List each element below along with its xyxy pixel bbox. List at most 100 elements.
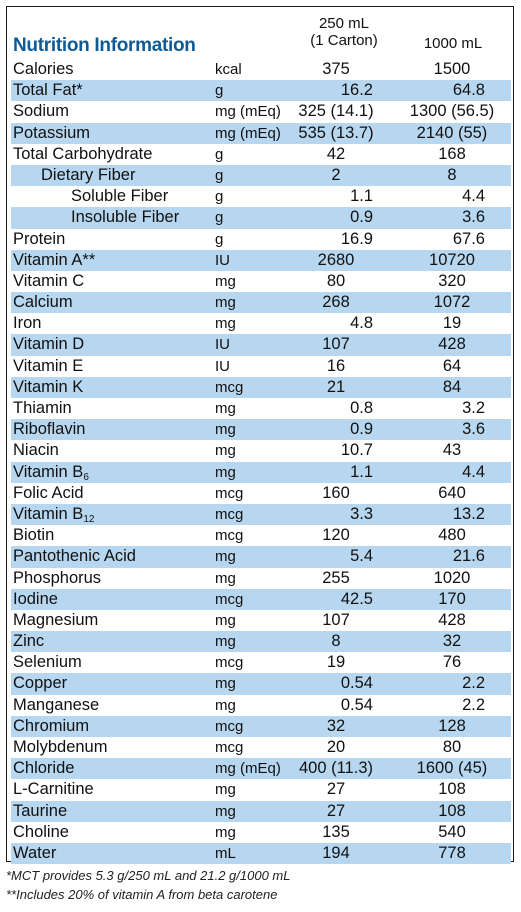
- nutrient-unit: mg: [215, 633, 236, 651]
- nutrient-name: Insoluble Fiber: [71, 207, 179, 228]
- nutrient-unit: mcg: [215, 739, 244, 756]
- value-per-liter: 2.2: [462, 674, 485, 693]
- table-row: Soluble Fiber g 1.1 4.4: [11, 186, 511, 207]
- table-row: Manganese mg 0.54 2.2: [11, 695, 511, 716]
- footnote-vitamin-a: **Includes 20% of vitamin A from beta ca…: [6, 887, 278, 902]
- table-row: Zinc mg 8 32: [11, 631, 511, 653]
- value-per-liter: 1500: [433, 60, 471, 78]
- nutrient-unit: g: [215, 82, 224, 100]
- nutrient-name-text: Calories: [13, 60, 74, 78]
- nutrient-name: Vitamin A**: [13, 250, 95, 271]
- value-per-liter: 168: [438, 144, 466, 163]
- nutrient-name-subscript: 6: [83, 471, 89, 483]
- nutrient-name: Sodium: [13, 101, 69, 122]
- nutrient-name: Vitamin E: [13, 356, 83, 377]
- value-per-carton: 535 (13.7): [298, 123, 374, 142]
- value-per-liter: 320: [438, 271, 466, 290]
- nutrient-unit: g: [215, 166, 224, 184]
- value-per-carton: 16.9: [340, 229, 373, 248]
- nutrient-name-text: Vitamin D: [13, 335, 85, 354]
- nutrient-unit: mg: [215, 802, 236, 820]
- value-per-carton: 10.7: [340, 441, 373, 460]
- value-per-liter: 428: [438, 610, 466, 629]
- nutrient-unit: mg: [215, 421, 236, 439]
- nutrient-unit: mcg: [215, 654, 244, 672]
- nutrient-name-text: Molybdenum: [13, 738, 108, 756]
- table-row: Phosphorus mg 255 1020: [11, 568, 511, 589]
- nutrient-unit: mcg: [215, 717, 244, 735]
- nutrient-unit: mg: [215, 400, 236, 417]
- nutrient-name-text: Chromium: [13, 716, 90, 735]
- nutrient-name-text: Vitamin C: [13, 271, 85, 290]
- table-row: Insoluble Fiber g 0.9 3.6: [11, 207, 511, 229]
- nutrient-name-text: Pantothenic Acid: [13, 547, 136, 566]
- nutrient-name: Choline: [13, 822, 69, 843]
- nutrient-name: Niacin: [13, 440, 59, 461]
- nutrient-name: Thiamin: [13, 398, 72, 419]
- nutrient-name: Dietary Fiber: [41, 165, 135, 186]
- nutrient-name: Selenium: [13, 652, 82, 673]
- nutrient-name-text: Choline: [13, 822, 69, 841]
- nutrient-name: Iron: [13, 313, 41, 334]
- table-row: Water mL 194 778: [11, 842, 511, 865]
- nutrient-unit: mg: [215, 315, 236, 333]
- value-per-liter: 480: [438, 526, 466, 545]
- table-row: L-Carnitine mg 27 108: [11, 779, 511, 800]
- value-per-liter: 67.6: [452, 229, 485, 248]
- value-per-liter: 128: [438, 716, 466, 735]
- value-per-carton: 268: [322, 293, 350, 312]
- value-per-carton: 32: [326, 716, 346, 735]
- footnotes: *MCT provides 5.3 g/250 mL and 21.2 g/10…: [6, 866, 291, 904]
- value-per-liter: 1300 (56.5): [409, 102, 495, 121]
- value-per-carton: 107: [322, 335, 350, 354]
- nutrient-name-text: Calcium: [13, 293, 73, 312]
- nutrient-name-text: Phosphorus: [13, 568, 102, 587]
- value-per-carton: 0.9: [350, 420, 373, 439]
- nutrient-name: Biotin: [13, 525, 54, 546]
- column-header-liter: 1000 mL: [423, 35, 483, 52]
- nutrient-name-text: Dietary Fiber: [41, 165, 136, 184]
- value-per-liter: 13.2: [452, 504, 485, 523]
- nutrient-name-text: Insoluble Fiber: [71, 208, 180, 227]
- value-per-carton: 20: [326, 738, 346, 756]
- value-per-carton: 16.2: [340, 81, 373, 100]
- value-per-carton: 2680: [317, 250, 355, 269]
- value-per-carton: 5.4: [350, 547, 373, 566]
- nutrient-name-text: Potassium: [13, 123, 91, 142]
- nutrient-name: Protein: [13, 229, 65, 250]
- nutrient-name: Folic Acid: [13, 483, 84, 504]
- nutrient-name: Riboflavin: [13, 419, 85, 440]
- value-per-carton: 255: [322, 568, 350, 587]
- value-per-carton: 1.1: [350, 187, 373, 206]
- value-per-liter: 540: [438, 822, 466, 841]
- table-row: Molybdenum mcg 20 80: [11, 737, 511, 758]
- value-per-carton: 0.54: [340, 695, 373, 714]
- table-row: Taurine mg 27 108: [11, 800, 511, 822]
- nutrient-name-text: Vitamin K: [13, 377, 84, 396]
- column-header-serving-note: (1 Carton): [310, 32, 378, 49]
- nutrient-unit: mg: [215, 294, 236, 312]
- nutrient-unit: mg: [215, 272, 236, 290]
- nutrient-unit: mg: [215, 696, 236, 714]
- nutrient-name-text: Sodium: [13, 102, 69, 121]
- value-per-liter: 2140 (55): [416, 123, 488, 142]
- nutrient-unit: mg: [215, 463, 236, 481]
- nutrient-name: L-Carnitine: [13, 779, 94, 800]
- nutrient-name: Zinc: [13, 631, 44, 652]
- value-per-liter: 10720: [429, 250, 475, 269]
- value-per-carton: 135: [322, 822, 350, 841]
- nutrient-name: Molybdenum: [13, 737, 107, 758]
- value-per-carton: 0.54: [340, 674, 373, 693]
- value-per-carton: 194: [322, 843, 350, 862]
- table-row: Iodine mcg 42.5 170: [11, 588, 511, 610]
- value-per-liter: 2.2: [462, 695, 485, 714]
- nutrition-panel: Nutrition Information 250 mL (1 Carton) …: [6, 6, 514, 865]
- nutrient-name-text: Taurine: [13, 801, 68, 820]
- value-per-liter: 108: [438, 780, 466, 799]
- table-row: Selenium mcg 19 76: [11, 652, 511, 673]
- nutrient-name: Taurine: [13, 801, 67, 822]
- nutrient-name-text: Total Fat*: [13, 81, 83, 100]
- nutrient-name: Soluble Fiber: [71, 186, 168, 207]
- value-per-carton: 3.3: [350, 504, 373, 523]
- nutrient-name: Copper: [13, 673, 67, 694]
